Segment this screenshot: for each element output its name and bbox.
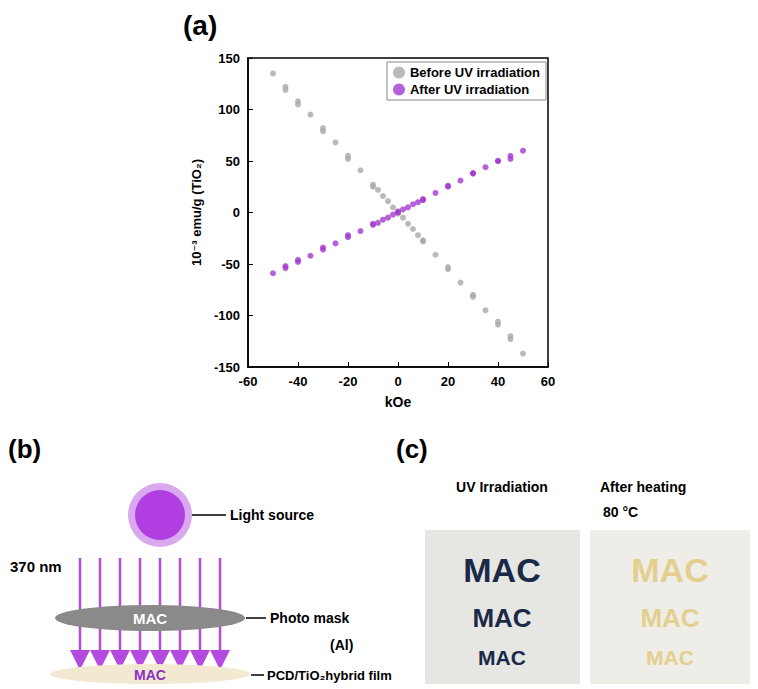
svg-text:60: 60 xyxy=(541,374,555,389)
svg-text:10⁻³ emu/g (TiO₂): 10⁻³ emu/g (TiO₂) xyxy=(189,159,204,266)
svg-text:0: 0 xyxy=(233,205,240,220)
svg-text:After UV irradiation: After UV irradiation xyxy=(410,82,529,97)
svg-text:Photo mask: Photo mask xyxy=(270,610,350,626)
svg-text:(b): (b) xyxy=(8,434,41,464)
svg-text:Light source: Light source xyxy=(230,507,314,523)
svg-text:-50: -50 xyxy=(221,257,240,272)
svg-text:MAC: MAC xyxy=(646,646,694,669)
svg-text:kOe: kOe xyxy=(385,394,412,410)
svg-text:80 °C: 80 °C xyxy=(603,504,638,520)
svg-text:MAC: MAC xyxy=(134,667,166,683)
svg-text:(Al): (Al) xyxy=(330,637,353,653)
svg-text:After heating: After heating xyxy=(600,479,686,495)
svg-text:-100: -100 xyxy=(214,308,240,323)
svg-text:MAC: MAC xyxy=(478,646,526,669)
svg-text:370 nm: 370 nm xyxy=(10,558,62,575)
svg-text:MAC: MAC xyxy=(472,603,531,633)
svg-text:100: 100 xyxy=(218,102,240,117)
svg-text:MAC: MAC xyxy=(640,603,699,633)
svg-text:MAC: MAC xyxy=(631,551,708,589)
svg-text:-40: -40 xyxy=(289,374,308,389)
svg-text:MAC: MAC xyxy=(133,610,167,627)
svg-text:PCD/TiO₂hybrid film: PCD/TiO₂hybrid film xyxy=(267,668,392,683)
svg-text:(a): (a) xyxy=(183,10,217,41)
svg-text:0: 0 xyxy=(394,374,401,389)
svg-text:40: 40 xyxy=(491,374,505,389)
svg-text:UV Irradiation: UV Irradiation xyxy=(456,479,548,495)
svg-text:-20: -20 xyxy=(339,374,358,389)
svg-text:MAC: MAC xyxy=(463,551,540,589)
svg-text:Before UV irradiation: Before UV irradiation xyxy=(410,65,540,80)
svg-text:150: 150 xyxy=(218,51,240,66)
svg-text:-150: -150 xyxy=(214,360,240,375)
svg-text:20: 20 xyxy=(441,374,455,389)
svg-text:50: 50 xyxy=(226,154,240,169)
svg-text:-60: -60 xyxy=(239,374,258,389)
svg-text:(c): (c) xyxy=(396,434,428,464)
